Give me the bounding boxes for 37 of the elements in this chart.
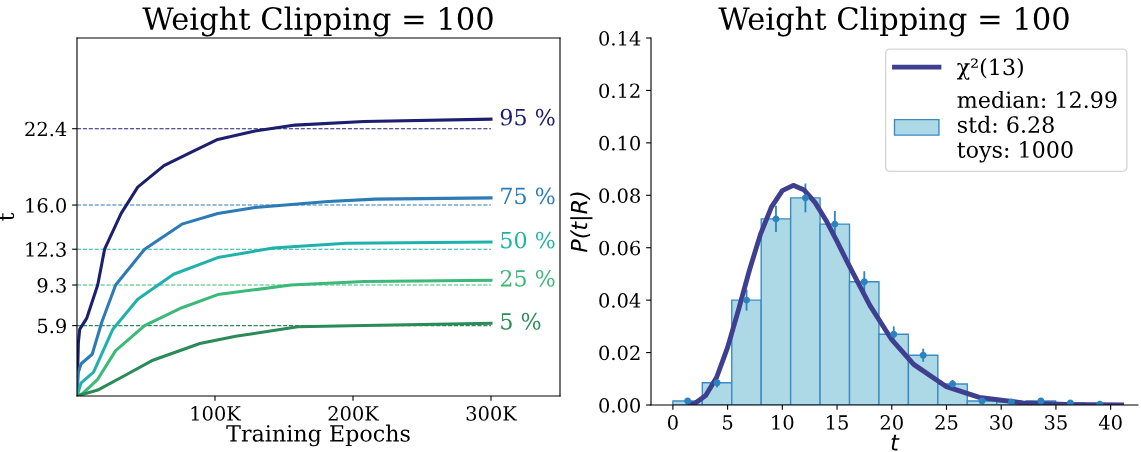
series-label: 75 % <box>501 187 555 205</box>
y-tick-label: 0.12 <box>599 83 640 99</box>
x-tick-label: 40 <box>1098 415 1122 430</box>
x-tick-label: 20 <box>880 415 903 430</box>
x-tick-label: 15 <box>827 415 848 430</box>
x-tick-label: 200K <box>328 406 380 421</box>
y-tick-label: 12.3 <box>26 242 66 257</box>
y-tick-label: 0.02 <box>599 345 640 361</box>
x-tick-label: 0 <box>667 415 678 430</box>
x-tick-label: 30 <box>990 415 1013 430</box>
chart-title: Weight Clipping = 100 <box>142 6 493 37</box>
y-tick-label: 0.10 <box>599 135 640 151</box>
series-label: 25 % <box>500 269 555 287</box>
x-tick-label: 100K <box>191 406 242 421</box>
x-tick-label: 300K <box>466 406 518 421</box>
y-tick-label: 0.04 <box>599 293 641 308</box>
y-tick-label: 0.08 <box>599 188 640 203</box>
x-tick-label: 5 <box>723 415 733 430</box>
x-tick-label: 10 <box>772 415 794 430</box>
y-tick-label: 16.0 <box>26 198 66 213</box>
legend-label: median: 12.99 std: 6.28 toys: 1000 <box>957 90 1117 163</box>
y-axis-title: P(t|R) <box>570 192 593 253</box>
y-tick-label: 5.9 <box>38 318 66 334</box>
chart-title: Weight Clipping = 100 <box>718 6 1069 37</box>
x-tick-label: 25 <box>935 415 958 430</box>
y-tick-label: 9.3 <box>37 277 66 293</box>
legend-label: χ²(13) <box>956 58 1023 80</box>
series-label: 95 % <box>500 108 555 126</box>
x-axis-title: t <box>891 434 900 451</box>
y-tick-label: 22.4 <box>25 121 67 137</box>
x-tick-label: 35 <box>1045 415 1067 430</box>
y-tick-label: 0.00 <box>599 397 640 413</box>
y-tick-label: 0.06 <box>599 240 641 256</box>
y-tick-label: 0.14 <box>599 30 641 46</box>
series-label: 5 % <box>501 312 541 330</box>
series-label: 50 % <box>501 231 555 249</box>
x-axis-title: Training Epochs <box>226 424 410 447</box>
